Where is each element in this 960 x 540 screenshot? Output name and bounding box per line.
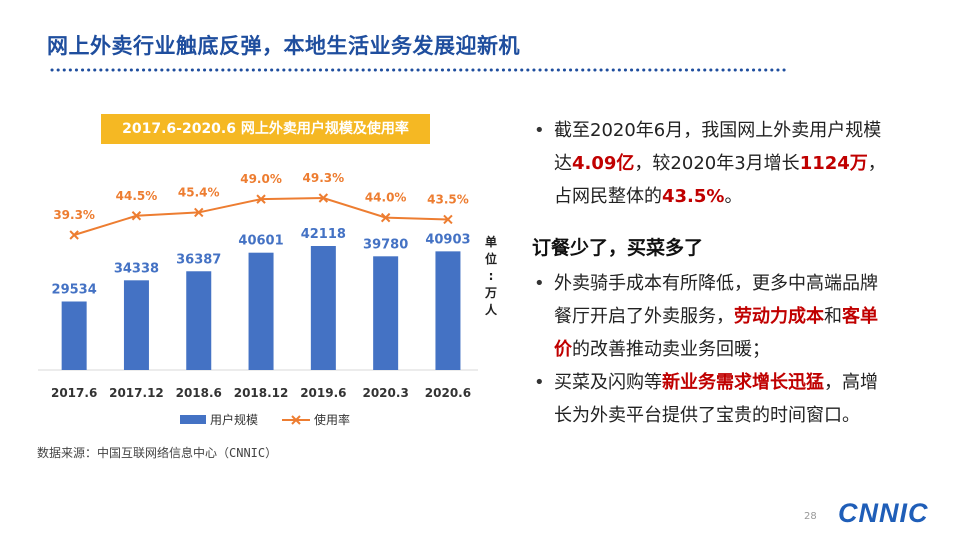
- bar-value-label: 29534: [52, 282, 97, 297]
- usage-rate-point: [69, 230, 79, 240]
- x-tick-label: 2017.12: [109, 386, 164, 400]
- usage-rate-label: 39.3%: [53, 208, 95, 222]
- usage-rate-point: [131, 211, 142, 221]
- usage-rate-label: 43.5%: [427, 192, 469, 206]
- bar: [61, 301, 87, 370]
- cnnic-logo: CNNIC: [838, 498, 929, 528]
- usage-rate-point: [318, 193, 329, 203]
- usage-rate-label: 49.3%: [303, 171, 345, 185]
- page-title: 网上外卖行业触底反弹，本地生活业务发展迎新机: [47, 34, 520, 58]
- legend-line-marker: [291, 415, 301, 425]
- dotted-divider: [50, 68, 792, 72]
- bar: [373, 256, 399, 370]
- bar: [435, 251, 461, 370]
- usage-rate-point: [443, 214, 453, 225]
- bar: [186, 271, 212, 370]
- unit-char: 位: [484, 252, 497, 266]
- user-scale-chart: 29534 2017.6 34338 2017.12 36387 2018.6 40601 2…: [38, 171, 478, 427]
- unit-char: 单: [484, 235, 497, 249]
- bar-value-label: 42118: [301, 227, 346, 242]
- usage-rate-point: [194, 207, 204, 218]
- bar: [248, 252, 274, 370]
- bar: [123, 280, 149, 370]
- usage-rate-label: 49.0%: [240, 172, 282, 186]
- bar-value-label: 40601: [238, 234, 283, 249]
- unit-char: :: [488, 269, 494, 283]
- data-source: 数据来源：中国互联网络信息中心（CNNIC）: [37, 446, 278, 460]
- bullet-user-scale: 截至2020年6月，我国网上外卖用户规模达4.09亿，较2020年3月增长112…: [532, 114, 892, 213]
- bar: [310, 246, 336, 370]
- unit-char: 人: [484, 303, 497, 317]
- usage-rate-point: [256, 194, 266, 204]
- x-tick-label: 2019.6: [300, 386, 346, 400]
- x-tick-label: 2020.6: [425, 386, 471, 400]
- bar-value-label: 36387: [176, 252, 221, 267]
- usage-rate-label: 44.0%: [365, 191, 407, 205]
- bullet-list: 截至2020年6月，我国网上外卖用户规模达4.09亿，较2020年3月增长112…: [532, 114, 892, 432]
- x-tick-label: 2018.6: [176, 386, 222, 400]
- usage-rate-label: 44.5%: [116, 189, 158, 203]
- section-heading: 订餐少了，买菜多了: [532, 237, 704, 259]
- bullet-cost: 外卖骑手成本有所降低，更多中高端品牌餐厅开启了外卖服务，劳动力成本和客单价的改善…: [532, 267, 892, 366]
- legend-bar-label: 用户规模: [210, 412, 258, 427]
- bar-value-label: 40903: [425, 232, 470, 247]
- x-tick-label: 2018.12: [234, 386, 289, 400]
- usage-rate-label: 45.4%: [178, 185, 220, 199]
- bar-value-label: 34338: [114, 261, 159, 276]
- legend-line-label: 使用率: [314, 412, 350, 427]
- page-number: 28: [804, 511, 817, 522]
- chart-title: 2017.6-2020.6 网上外卖用户规模及使用率: [101, 114, 430, 144]
- x-tick-label: 2017.6: [51, 386, 97, 400]
- bar-value-label: 39780: [363, 237, 408, 252]
- x-tick-label: 2020.3: [362, 386, 408, 400]
- usage-rate-point: [380, 212, 391, 223]
- legend-bar-swatch: [180, 415, 206, 424]
- bullet-new-business: 买菜及闪购等新业务需求增长迅猛，高增长为外卖平台提供了宝贵的时间窗口。: [532, 366, 892, 432]
- unit-char: 万: [484, 286, 497, 300]
- unit-label: 单 位 : 万 人: [484, 234, 498, 319]
